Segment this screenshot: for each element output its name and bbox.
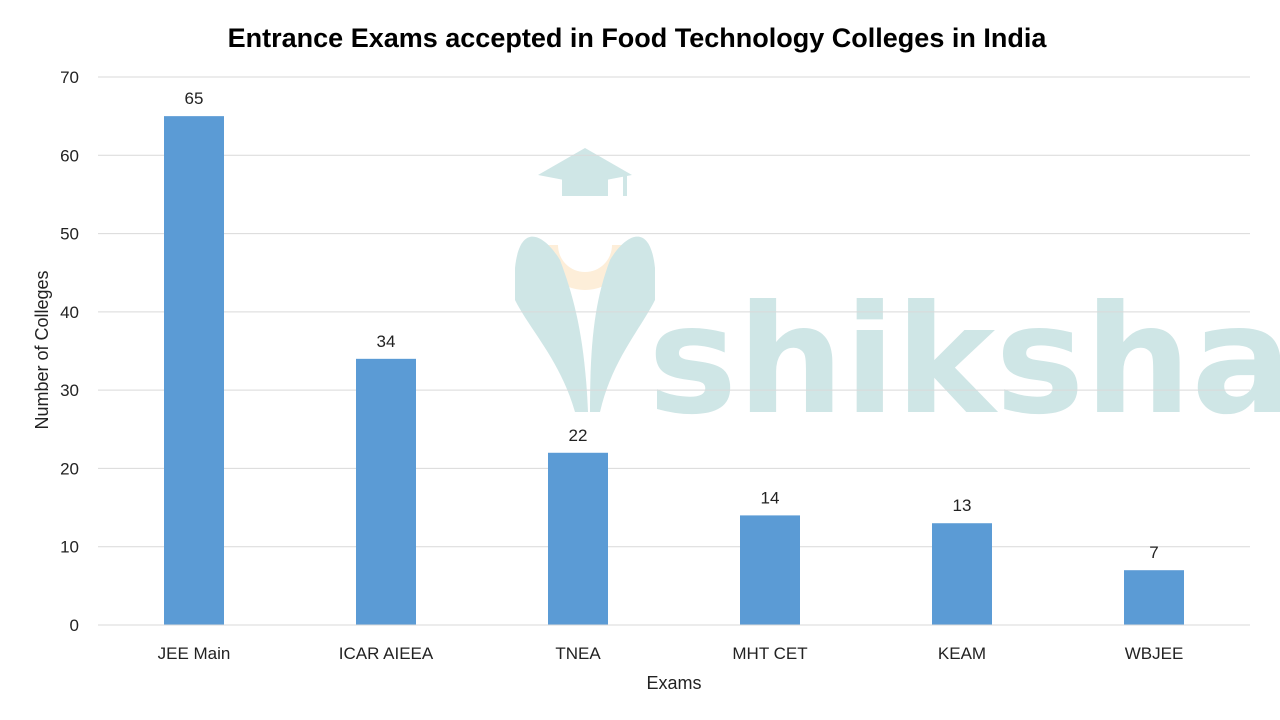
y-tick-label: 0	[70, 616, 79, 635]
y-tick-label: 40	[60, 303, 79, 322]
data-label: 34	[377, 332, 396, 351]
y-tick-label: 30	[60, 381, 79, 400]
bar-tnea	[548, 452, 608, 625]
x-tick-label: TNEA	[555, 644, 601, 663]
gridlines	[98, 76, 1250, 548]
bars	[164, 116, 1184, 626]
data-label: 65	[185, 89, 204, 108]
data-labels: 65 34 22 14 13 7	[185, 89, 1159, 562]
y-axis-label: Number of Colleges	[32, 270, 52, 429]
x-tick-label: ICAR AIEEA	[339, 644, 434, 663]
y-tick-label: 70	[60, 68, 79, 87]
y-axis-ticks: 0 10 20 30 40 50 60 70	[60, 68, 79, 635]
bar-keam	[932, 523, 992, 625]
x-tick-label: MHT CET	[732, 644, 807, 663]
watermark-text: shiksha	[648, 274, 1280, 448]
graduation-cap-icon	[538, 148, 632, 196]
data-label: 7	[1149, 543, 1158, 562]
y-tick-label: 50	[60, 225, 79, 244]
bar-wbjee	[1124, 570, 1184, 625]
y-tick-label: 60	[60, 146, 79, 165]
data-label: 13	[953, 496, 972, 515]
y-tick-label: 10	[60, 538, 79, 557]
shiksha-logo-emblem	[515, 236, 655, 412]
x-tick-label: WBJEE	[1125, 644, 1184, 663]
x-axis-label: Exams	[646, 673, 701, 693]
data-label: 14	[761, 488, 780, 507]
bar-jee-main	[164, 116, 224, 626]
bar-icar-aieea	[356, 358, 416, 625]
x-tick-label: KEAM	[938, 644, 986, 663]
y-tick-label: 20	[60, 459, 79, 478]
shiksha-watermark: shiksha	[515, 148, 1280, 448]
chart-title: Entrance Exams accepted in Food Technolo…	[228, 23, 1048, 53]
bar-mht-cet	[740, 515, 800, 625]
data-label: 22	[569, 426, 588, 445]
x-tick-label: JEE Main	[158, 644, 231, 663]
x-axis-ticks: JEE Main ICAR AIEEA TNEA MHT CET KEAM WBJEE	[158, 644, 1184, 663]
